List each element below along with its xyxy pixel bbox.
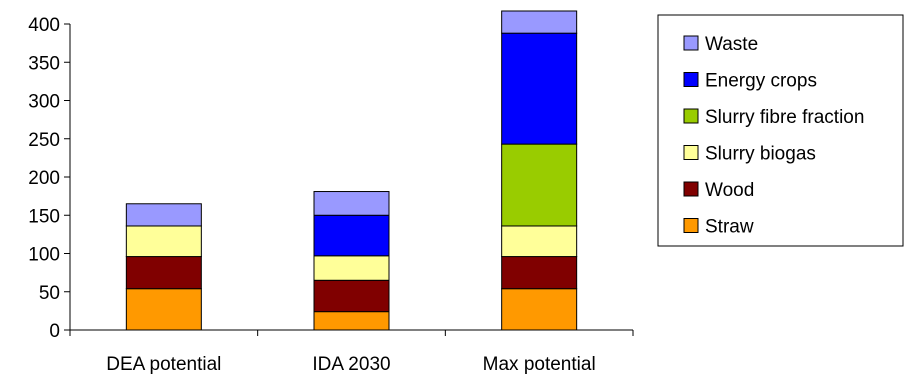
y-tick-label: 50	[39, 283, 60, 304]
bar-segment-waste	[501, 10, 578, 34]
bar-segment-wood	[125, 256, 202, 290]
chart-axes: 0 50 100 150 200 250 300 350 400 DEA potential IDA…	[28, 15, 634, 375]
x-tick-label: IDA 2030	[312, 354, 390, 375]
legend-label: Waste	[705, 34, 758, 55]
y-tick-label: 350	[28, 53, 60, 74]
legend-label: Straw	[705, 217, 754, 238]
bar-segment-slurry-biogas	[313, 255, 390, 281]
bar-segment-wood	[501, 256, 578, 290]
y-tick-label: 150	[28, 206, 60, 227]
y-tick-label: 200	[28, 168, 60, 189]
legend-swatch	[683, 72, 699, 87]
x-tick-label: Max potential	[483, 354, 596, 375]
bar-segment-energy-crops	[313, 214, 390, 257]
legend-box	[657, 14, 904, 247]
legend-swatch	[683, 181, 699, 197]
bar-segment-straw	[501, 288, 578, 331]
x-tick-label: DEA potential	[106, 354, 221, 375]
legend-label: Energy crops	[705, 71, 817, 92]
bar-segment-waste	[125, 203, 202, 227]
bar-segment-straw	[125, 288, 202, 331]
bar-segment-slurry-biogas	[125, 225, 202, 258]
bar-segment-slurry-biogas	[501, 225, 578, 258]
bar-segment-energy-crops	[501, 32, 578, 145]
legend-swatch	[683, 35, 699, 51]
bar-segment-slurry-fibre-fraction	[501, 143, 578, 227]
bar-segment-straw	[313, 311, 390, 331]
legend-label: Wood	[705, 180, 754, 201]
y-tick-label: 300	[28, 92, 60, 113]
y-tick-label: 0	[49, 321, 60, 342]
chart-bars	[125, 10, 578, 331]
legend-label: Slurry fibre fraction	[705, 107, 864, 128]
bar-segment-wood	[313, 279, 390, 313]
chart-legend: Waste Energy crops Slurry fibre fraction Sl…	[657, 14, 904, 247]
legend-label: Slurry biogas	[705, 144, 816, 165]
y-tick-label: 250	[28, 130, 60, 151]
legend-swatch	[683, 145, 699, 160]
y-tick-label: 400	[28, 15, 60, 36]
bar-segment-waste	[313, 191, 390, 216]
legend-swatch	[683, 108, 699, 124]
legend-swatch	[683, 218, 699, 233]
y-tick-label: 100	[28, 245, 60, 266]
